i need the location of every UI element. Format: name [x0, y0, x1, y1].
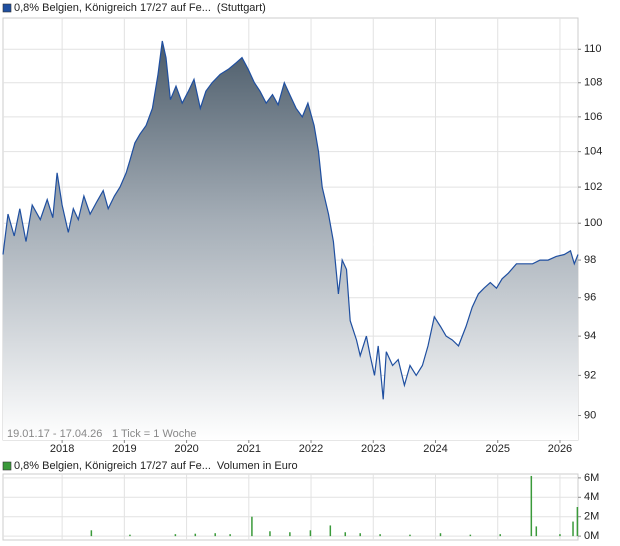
- legend-swatch: [2, 461, 12, 471]
- x-tick-label: 2023: [361, 443, 385, 455]
- y-tick-label: 108: [584, 77, 602, 89]
- y-tick-label: 92: [584, 369, 596, 381]
- volume-bar: [309, 530, 312, 537]
- volume-bar: [572, 521, 574, 537]
- y-tick-label: 102: [584, 181, 602, 193]
- volume-bar: [409, 534, 411, 537]
- y-tick-label: 98: [584, 254, 596, 266]
- volume-bar: [214, 533, 216, 537]
- volume-bar: [174, 534, 177, 537]
- volume-bar: [439, 533, 442, 537]
- x-tick-label: 2022: [299, 443, 323, 455]
- y-tick-label: 96: [584, 292, 596, 304]
- y-tick-label: 100: [584, 217, 602, 229]
- volume-bar: [251, 516, 253, 537]
- legend-label: 0,8% Belgien, Königreich 17/27 auf Fe...: [14, 460, 211, 472]
- legend-label: 0,8% Belgien, Königreich 17/27 auf Fe...: [14, 2, 211, 14]
- legend-extra: (Stuttgart): [217, 2, 266, 14]
- volume-bar: [129, 534, 131, 537]
- volume-bar: [469, 534, 472, 537]
- volume-bar: [359, 533, 361, 537]
- legend-extra: Volumen in Euro: [217, 460, 298, 472]
- x-tick-label: 2018: [50, 443, 74, 455]
- y-tick-label: 110: [584, 43, 602, 55]
- x-tick-label: 2025: [485, 443, 509, 455]
- volume-bar: [269, 531, 271, 537]
- x-tick-label: 2020: [174, 443, 198, 455]
- x-tick-label: 2026: [548, 443, 572, 455]
- volume-bar: [229, 534, 231, 537]
- volume-bar: [329, 525, 332, 537]
- price-area: [3, 41, 578, 440]
- x-tick-label: 2021: [237, 443, 261, 455]
- y-tick-label: 6M: [584, 472, 599, 484]
- date-range: 19.01.17 - 17.04.26: [7, 428, 102, 440]
- price-line: [2, 40, 579, 400]
- volume-bar: [576, 507, 579, 537]
- volume-bar: [530, 475, 533, 537]
- volume-bar: [499, 534, 501, 537]
- volume-bar: [90, 530, 93, 537]
- volume-bar: [289, 532, 291, 537]
- y-tick-label: 94: [584, 330, 596, 342]
- x-tick-label: 2019: [112, 443, 136, 455]
- x-tick-label: 2024: [423, 443, 447, 455]
- y-tick-label: 104: [584, 146, 602, 158]
- volume-bar: [559, 534, 561, 537]
- y-tick-label: 4M: [584, 491, 599, 503]
- legend-swatch: [2, 3, 12, 13]
- y-tick-label: 106: [584, 111, 602, 123]
- volume-bar: [379, 534, 381, 537]
- y-tick-label: 0M: [584, 530, 599, 542]
- tick-note: 1 Tick = 1 Woche: [112, 428, 196, 440]
- y-tick-label: 90: [584, 409, 596, 421]
- volume-bar: [535, 526, 538, 537]
- y-tick-label: 2M: [584, 511, 599, 523]
- watermark: ECK: [345, 228, 389, 250]
- volume-bar: [194, 533, 197, 537]
- plot-frame: [2, 473, 579, 541]
- volume-bar: [344, 532, 347, 537]
